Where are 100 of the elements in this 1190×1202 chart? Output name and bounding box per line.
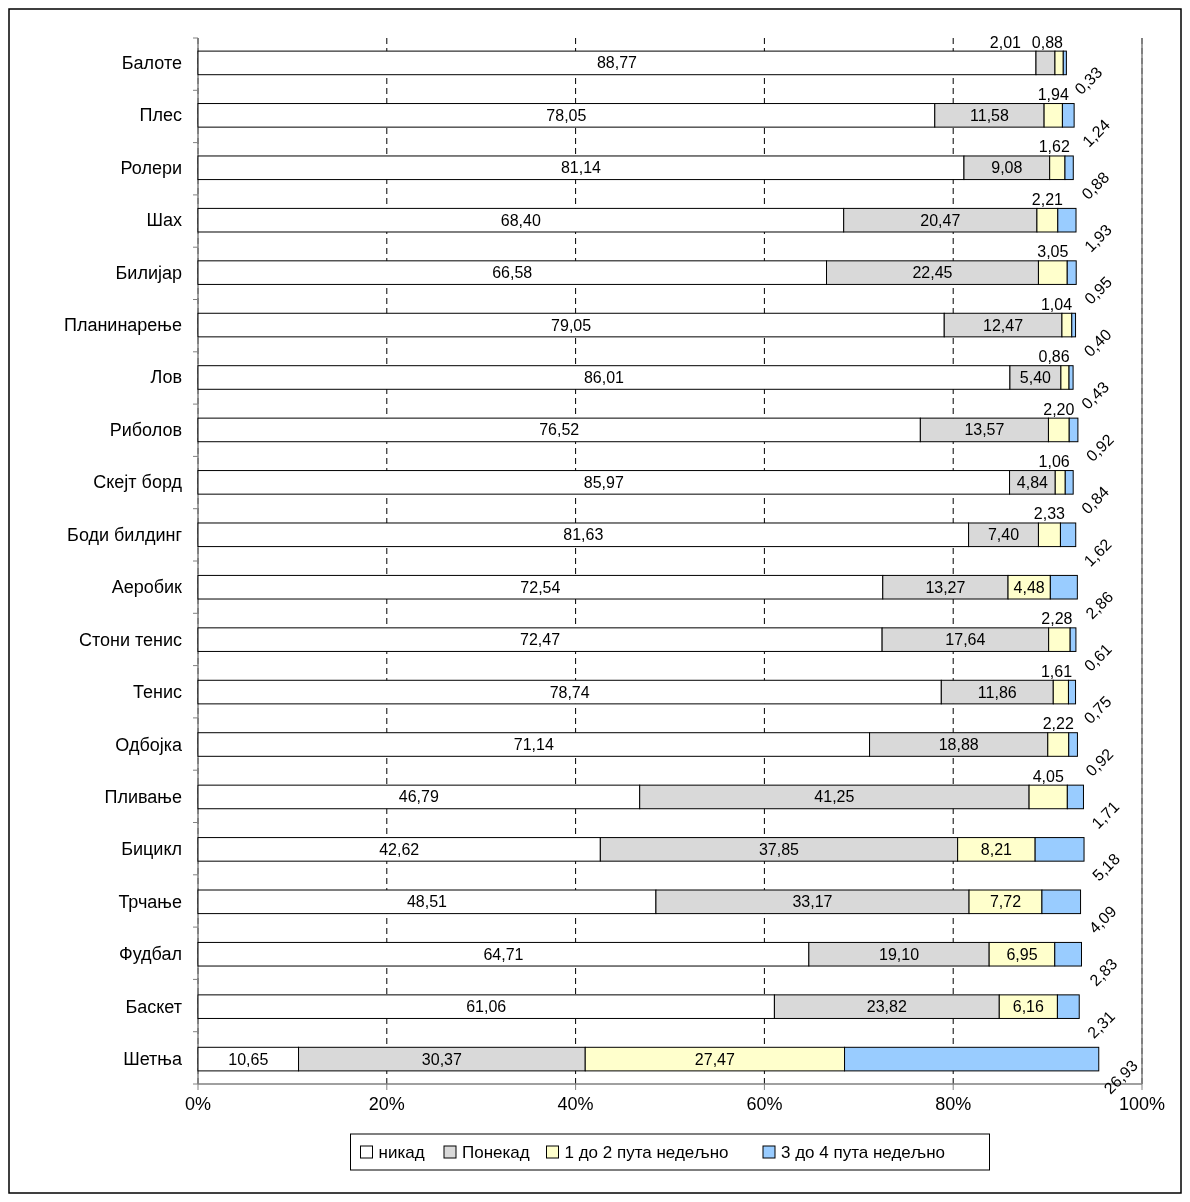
data-label: 5,40 [1019, 368, 1052, 386]
legend-label: никад [378, 1142, 425, 1162]
y-tick-label: Баскет [125, 996, 182, 1017]
data-label: 79,05 [551, 316, 592, 334]
y-tick-label: Тенис [133, 682, 182, 703]
data-label: 2,20 [1043, 400, 1075, 418]
data-label: 1,94 [1037, 86, 1069, 104]
data-label: 81,63 [563, 526, 604, 544]
data-label: 76,52 [539, 421, 580, 439]
data-label: 1,71 [1088, 797, 1123, 832]
data-label: 72,54 [520, 578, 561, 596]
data-label: 18,88 [938, 736, 979, 754]
data-label: 78,05 [546, 106, 587, 124]
y-tick-label: Планинарење [63, 315, 182, 336]
y-tick-label: Риболов [109, 419, 182, 440]
data-label: 1,62 [1038, 138, 1070, 156]
data-label: 19,10 [878, 945, 920, 963]
data-label: 12,47 [983, 316, 1024, 334]
data-label: 0,40 [1080, 325, 1115, 360]
data-label: 0,61 [1080, 640, 1116, 675]
data-label: 2,21 [1031, 190, 1064, 208]
data-label: 4,84 [1016, 473, 1049, 491]
data-label: 4,09 [1085, 902, 1120, 937]
x-tick-label: 100% [1118, 1094, 1166, 1114]
y-tick-label: Ролери [120, 157, 182, 178]
y-tick-label: Пливање [104, 786, 182, 807]
y-tick-label: Шах [146, 210, 182, 231]
data-label: 42,62 [379, 840, 420, 858]
data-label: 9,08 [991, 159, 1023, 177]
data-label: 85,97 [583, 473, 624, 491]
data-label: 22,45 [912, 264, 953, 282]
x-tick-label: 0% [184, 1094, 212, 1114]
data-label: 1,61 [1040, 662, 1073, 680]
data-label: 7,40 [987, 526, 1020, 544]
y-tick-label: Боди билдинг [67, 524, 183, 545]
data-label: 68,40 [500, 211, 541, 229]
data-label: 0,92 [1082, 745, 1117, 780]
data-label: 1,06 [1038, 453, 1070, 471]
data-label: 17,64 [945, 631, 986, 649]
data-label: 37,85 [758, 840, 800, 858]
data-label: 0,86 [1038, 348, 1070, 366]
data-label: 4,48 [1013, 578, 1045, 596]
data-label: 30,37 [421, 1050, 462, 1068]
data-label: 3,05 [1037, 243, 1069, 261]
data-label: 33,17 [792, 893, 833, 911]
y-tick-label: Скејт борд [93, 472, 183, 493]
y-tick-label: Балоте [121, 52, 182, 73]
data-label: 0,75 [1080, 692, 1115, 727]
y-tick-label: Шетња [123, 1049, 183, 1070]
data-label: 64,71 [483, 945, 524, 963]
data-label: 8,21 [980, 840, 1013, 858]
y-tick-label: Фудбал [119, 944, 182, 965]
data-label: 1,93 [1080, 220, 1116, 256]
legend-label: Понекад [462, 1142, 530, 1162]
data-label: 61,06 [466, 998, 507, 1016]
data-label: 2,01 [989, 33, 1022, 51]
x-tick-label: 20% [368, 1094, 405, 1114]
data-label: 23,82 [866, 998, 907, 1016]
data-label: 2,33 [1033, 505, 1066, 523]
data-label: 0,33 [1071, 63, 1106, 98]
y-tick-label: Бицикл [121, 839, 182, 860]
data-label: 78,74 [549, 683, 590, 701]
data-label: 7,72 [989, 893, 1022, 911]
x-tick-label: 60% [746, 1094, 783, 1114]
data-label: 13,57 [964, 421, 1005, 439]
data-label: 27,47 [694, 1050, 735, 1068]
data-label: 1,04 [1040, 295, 1073, 313]
data-label: 48,51 [406, 893, 448, 911]
data-label: 6,95 [1006, 945, 1038, 963]
data-label: 0,88 [1031, 33, 1064, 51]
data-label: 2,31 [1084, 1007, 1119, 1042]
data-label: 66,58 [492, 264, 533, 282]
data-label: 4,05 [1032, 767, 1064, 785]
data-label: 10,65 [228, 1050, 269, 1068]
data-label: 20,47 [920, 211, 961, 229]
data-label: 71,14 [513, 736, 554, 754]
y-tick-label: Одбојка [115, 734, 183, 755]
data-label: 2,22 [1042, 715, 1074, 733]
y-tick-label: Билијар [115, 262, 182, 283]
y-tick-label: Плес [139, 105, 182, 126]
y-tick-label: Аеробик [111, 577, 183, 598]
y-tick-label: Стони тенис [78, 629, 182, 650]
data-label: 13,27 [925, 578, 966, 596]
data-label: 88,77 [596, 54, 638, 72]
data-label: 72,47 [520, 631, 561, 649]
data-label: 0,84 [1078, 483, 1113, 518]
data-label: 86,01 [583, 368, 625, 386]
data-label: 0,88 [1078, 168, 1113, 203]
y-tick-label: Лов [150, 367, 182, 388]
data-label: 11,86 [977, 683, 1017, 701]
data-label: 81,14 [560, 159, 602, 177]
data-label: 11,58 [970, 106, 1009, 124]
data-label: 5,18 [1089, 850, 1124, 885]
y-tick-label: Трчање [118, 891, 182, 912]
data-label: 2,28 [1041, 610, 1073, 628]
legend-label: 1 до 2 пута недељно [564, 1142, 729, 1162]
x-tick-label: 80% [935, 1094, 972, 1114]
data-label: 0,92 [1082, 430, 1117, 465]
data-label: 46,79 [398, 788, 439, 806]
x-tick-label: 40% [557, 1094, 594, 1114]
